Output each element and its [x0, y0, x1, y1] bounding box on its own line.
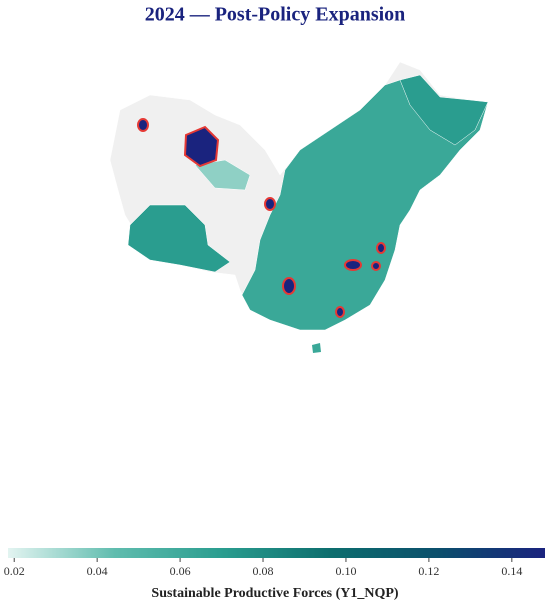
region-east [241, 79, 489, 331]
colorbar-tick-label: 0.14 [501, 564, 522, 578]
highlight-region [264, 197, 276, 211]
highlight-region [344, 259, 362, 271]
colorbar-tick-label: 0.12 [418, 564, 439, 578]
region-qinghai [127, 204, 231, 273]
map [109, 61, 489, 353]
region-northeast [399, 74, 489, 146]
highlight-region [376, 242, 386, 254]
colorbar-label: Sustainable Productive Forces (Y1_NQP) [151, 586, 399, 601]
highlight-region [183, 125, 220, 168]
colorbar-tick-label: 0.02 [4, 564, 25, 578]
highlight-region [371, 261, 381, 271]
title: 2024 — Post-Policy Expansion [145, 4, 406, 26]
highlight-region [282, 277, 296, 295]
region-gansu [194, 159, 251, 191]
colorbar-tick-label: 0.10 [335, 564, 356, 578]
colorbar-tick-label: 0.04 [87, 564, 108, 578]
colorbar-tick-label: 0.06 [170, 564, 191, 578]
colorbar-tick-label: 0.08 [253, 564, 274, 578]
highlights [137, 118, 386, 318]
colorbar [8, 548, 545, 558]
highlight-region [137, 118, 149, 132]
highlight-region [335, 306, 345, 318]
region-hainan [312, 343, 321, 353]
